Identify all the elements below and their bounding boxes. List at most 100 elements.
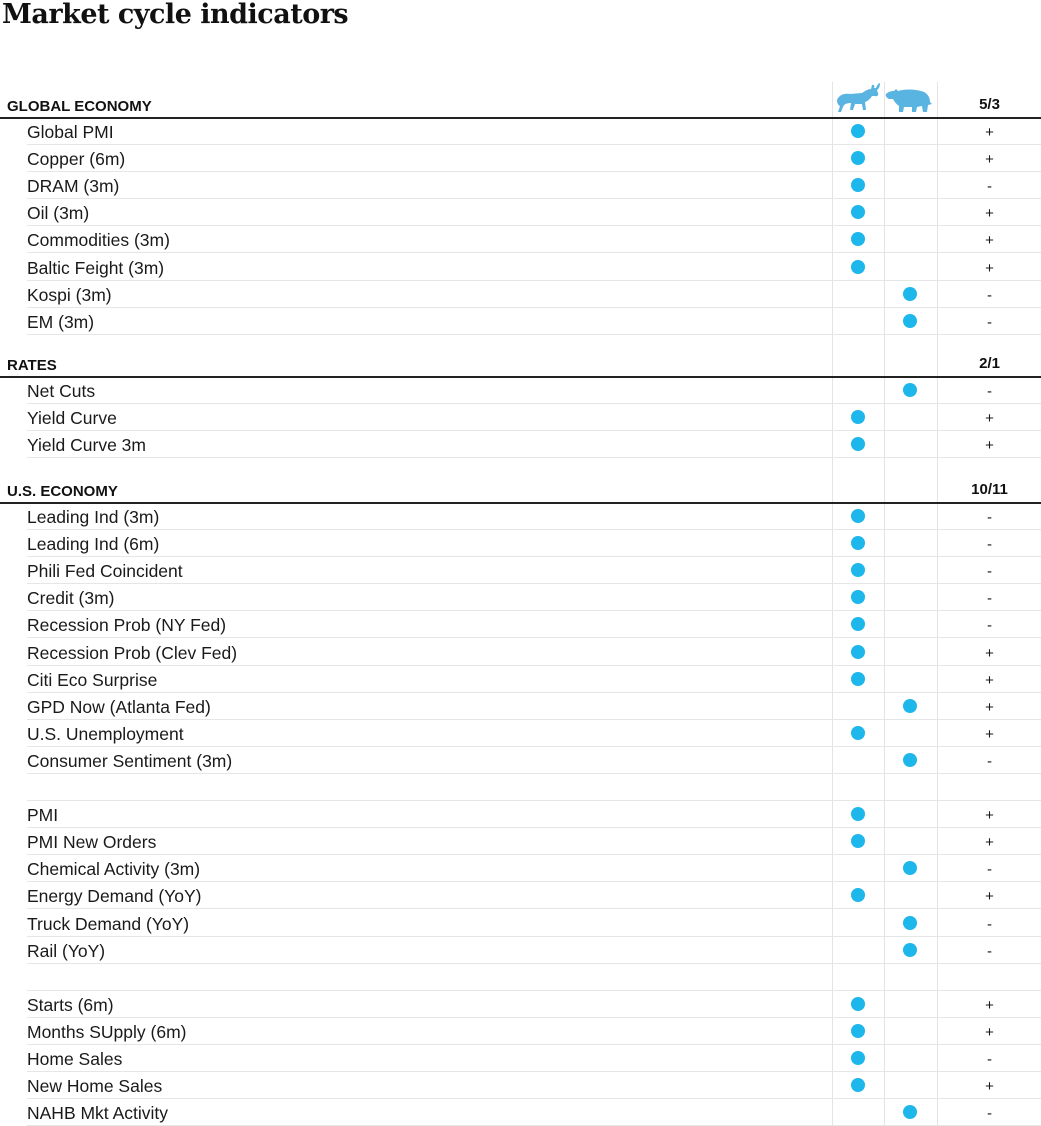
change-sign: - — [987, 915, 992, 933]
bull-signal-dot — [851, 151, 865, 166]
change-sign: + — [985, 259, 994, 277]
indicator-row: Phili Fed Coincident - — [0, 557, 1041, 585]
indicator-row: PMI + — [0, 801, 1041, 829]
indicator-row: Rail (YoY) - — [0, 937, 1041, 964]
row-divider — [27, 1098, 1041, 1100]
bull-signal-dot — [851, 509, 865, 523]
row-divider — [27, 800, 1041, 801]
row-divider — [27, 403, 1041, 404]
bull-signal-dot — [851, 232, 865, 247]
bull-signal-dot — [851, 1051, 865, 1065]
change-sign: - — [987, 617, 992, 635]
change-sign: + — [985, 410, 994, 428]
section-rule — [0, 117, 1041, 119]
indicator-row: Copper (6m) + — [0, 145, 1041, 173]
bull-signal-dot — [851, 617, 865, 632]
indicator-row: Baltic Feight (3m) + — [0, 254, 1041, 281]
indicator-label: Starts (6m) — [27, 994, 114, 1015]
change-sign: - — [987, 178, 992, 196]
indicator-row: Yield Curve + — [0, 404, 1041, 432]
indicator-label: Kospi (3m) — [27, 284, 112, 305]
column-divider — [937, 82, 938, 1125]
section-score: 10/11 — [971, 481, 1008, 498]
indicator-row: Credit (3m) - — [0, 584, 1041, 612]
indicator-label: EM (3m) — [27, 311, 95, 332]
bear-signal-dot — [903, 942, 917, 957]
column-icons — [834, 80, 934, 114]
change-sign: - — [987, 752, 992, 770]
change-sign: + — [985, 232, 994, 250]
indicator-row: Kospi (3m) - — [0, 281, 1041, 308]
bull-signal-dot — [851, 671, 865, 686]
row-divider — [27, 935, 1041, 937]
bull-signal-dot — [851, 996, 865, 1011]
indicator-row: Yield Curve 3m + — [0, 431, 1041, 459]
indicator-row: Truck Demand (YoY) - — [0, 910, 1041, 937]
change-sign: + — [985, 1078, 994, 1096]
indicator-label: Recession Prob (Clev Fed) — [27, 642, 238, 663]
indicator-row: Consumer Sentiment (3m) - — [0, 747, 1041, 774]
change-sign: + — [985, 834, 994, 852]
indicator-label: Baltic Feight (3m) — [27, 257, 165, 278]
change-sign: + — [985, 1023, 994, 1041]
indicator-row: Commodities (3m) + — [0, 226, 1041, 254]
indicator-label: Rail (YoY) — [27, 940, 106, 961]
indicator-row: NAHB Mkt Activity - — [0, 1099, 1041, 1126]
section-header: U.S. ECONOMY 10/11 — [0, 480, 1041, 504]
indicator-row: Home Sales - — [0, 1045, 1041, 1072]
bull-signal-dot — [851, 644, 865, 659]
indicator-label: Home Sales — [27, 1049, 123, 1069]
bear-signal-dot — [903, 752, 917, 767]
row-divider — [27, 1071, 1041, 1072]
row-divider — [27, 881, 1041, 883]
indicator-label: Months SUpply (6m) — [27, 1021, 187, 1042]
indicator-label: Net Cuts — [27, 381, 96, 401]
change-sign: - — [987, 286, 992, 304]
indicator-row: DRAM (3m) - — [0, 172, 1041, 200]
indicator-label: Citi Eco Surprise — [27, 669, 158, 690]
indicator-row: Starts (6m) + — [0, 991, 1041, 1018]
indicator-label: DRAM (3m) — [27, 176, 120, 197]
indicator-label: Yield Curve — [27, 408, 117, 429]
section-score: 5/3 — [979, 96, 1000, 113]
indicator-label: New Home Sales — [27, 1076, 163, 1097]
row-divider — [27, 279, 1041, 281]
bear-signal-dot — [903, 698, 917, 713]
row-divider — [27, 430, 1041, 432]
change-sign: + — [985, 725, 994, 743]
row-divider — [27, 637, 1041, 639]
change-sign: - — [987, 383, 992, 400]
change-sign: + — [985, 151, 994, 169]
row-divider — [27, 306, 1041, 308]
indicator-row: Leading Ind (3m) - — [0, 503, 1041, 530]
indicator-label: Chemical Activity (3m) — [27, 859, 201, 880]
row-divider — [27, 556, 1041, 558]
indicator-row: New Home Sales + — [0, 1072, 1041, 1100]
bear-signal-dot — [903, 915, 917, 930]
indicator-row: Chemical Activity (3m) - — [0, 855, 1041, 883]
bear-signal-dot — [903, 383, 917, 397]
change-sign: + — [985, 205, 994, 223]
indicator-label: Leading Ind (3m) — [27, 507, 160, 527]
indicator-row: GPD Now (Atlanta Fed) + — [0, 693, 1041, 720]
section-rule — [0, 502, 1041, 504]
bull-signal-dot — [851, 1078, 865, 1093]
bull-signal-dot — [851, 536, 865, 551]
column-divider — [884, 82, 885, 1125]
change-sign: - — [987, 590, 992, 608]
indicator-row: Oil (3m) + — [0, 199, 1041, 227]
change-sign: - — [987, 536, 992, 554]
indicator-label: GPD Now (Atlanta Fed) — [27, 696, 211, 717]
indicator-label: Phili Fed Coincident — [27, 561, 183, 582]
section-score: 2/1 — [979, 355, 1000, 372]
bull-signal-dot — [851, 563, 865, 578]
bull-signal-dot — [851, 259, 865, 274]
row-divider — [27, 691, 1041, 693]
change-sign: + — [985, 124, 994, 141]
indicator-label: Energy Demand (YoY) — [27, 886, 202, 907]
row-divider — [27, 171, 1041, 173]
bull-signal-dot — [851, 437, 865, 452]
row-divider — [27, 529, 1041, 530]
change-sign: - — [987, 509, 992, 526]
section-header: GLOBAL ECONOMY 5/3 — [0, 95, 1041, 119]
